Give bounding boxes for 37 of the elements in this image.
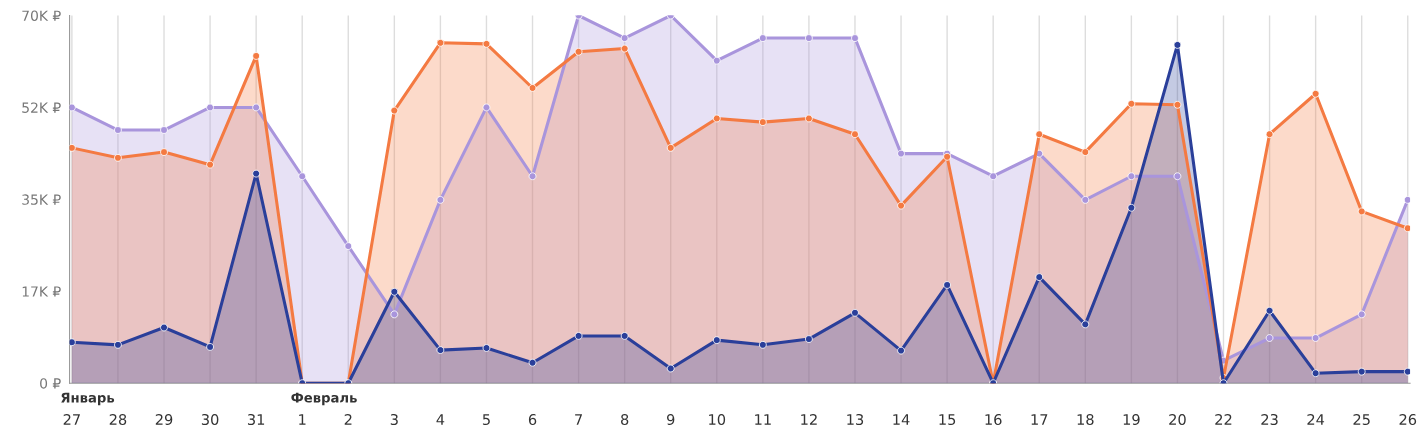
x-tick-label: 2	[344, 414, 352, 425]
x-tick-label: 22	[1215, 414, 1232, 425]
x-tick-label: 24	[1307, 414, 1325, 425]
x-tick-label: 6	[528, 414, 537, 426]
x-tick-label: 3	[390, 414, 398, 426]
x-tick-label: 23	[1261, 414, 1278, 426]
y-tick-label: 0 ₽	[40, 378, 61, 389]
x-tick-label: 17	[1031, 414, 1048, 425]
y-tick-label: 70K ₽	[22, 10, 61, 21]
x-tick-label: 28	[109, 414, 127, 426]
x-tick-label: 9	[667, 414, 675, 426]
x-tick-label: 18	[1077, 414, 1094, 426]
x-tick-label: 31	[247, 414, 265, 426]
x-tick-label: 15	[939, 414, 956, 426]
x-tick-label: 5	[482, 414, 490, 426]
x-tick-label: 14	[893, 414, 910, 425]
x-tick-label: 4	[436, 414, 445, 425]
x-tick-label: 13	[847, 414, 864, 426]
text: Январь	[61, 392, 115, 406]
x-tick-label: 7	[575, 414, 582, 425]
x-tick-label: 30	[201, 414, 219, 426]
x-tick-label: 26	[1399, 414, 1417, 426]
x-tick-label: 29	[155, 414, 173, 426]
x-tick-label: 10	[709, 414, 726, 426]
x-tick-label: 19	[1123, 414, 1140, 426]
text: Февраль	[291, 392, 357, 406]
y-tick-label: 52K ₽	[22, 102, 61, 113]
x-tick-label: 11	[755, 414, 771, 425]
y-tick-label: 35K ₽	[22, 194, 61, 205]
x-tick-label: 1	[299, 414, 306, 425]
x-tick-label: 20	[1169, 414, 1186, 426]
x-tick-label: 16	[985, 414, 1002, 426]
x-tick-label: 27	[63, 414, 80, 425]
x-tick-label: 8	[621, 414, 629, 426]
y-tick-label: 17K ₽	[22, 286, 61, 297]
x-tick-label: 12	[801, 414, 817, 425]
x-tick-label: 25	[1353, 414, 1370, 426]
